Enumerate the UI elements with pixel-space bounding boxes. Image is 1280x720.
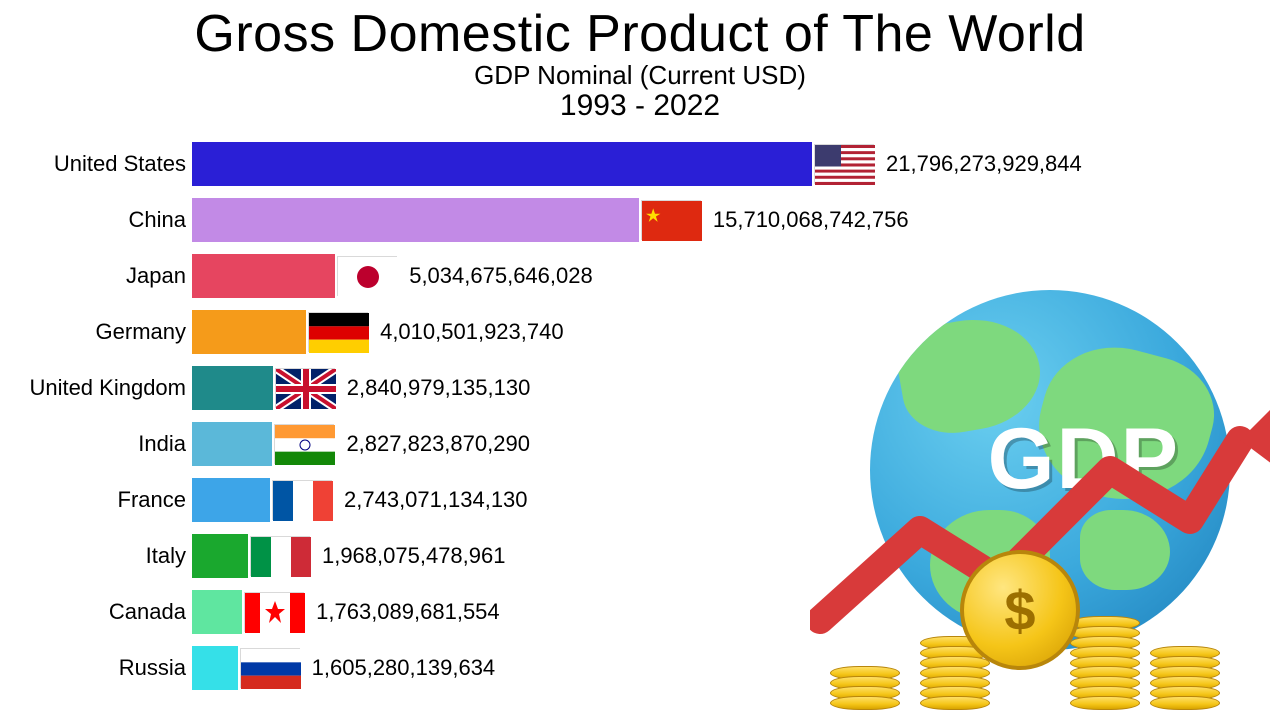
bar — [192, 198, 639, 242]
country-label: United States — [0, 151, 192, 177]
flag-icon — [275, 368, 335, 408]
value-label: 2,840,979,135,130 — [347, 375, 531, 401]
value-label: 1,763,089,681,554 — [316, 599, 500, 625]
value-label: 1,605,280,139,634 — [312, 655, 496, 681]
country-label: Russia — [0, 655, 192, 681]
bar — [192, 646, 238, 690]
flag-icon — [814, 144, 874, 184]
coin-stack — [830, 670, 900, 710]
flag-icon — [308, 312, 368, 352]
flag-icon — [337, 256, 397, 296]
bar — [192, 142, 812, 186]
flag-icon — [641, 200, 701, 240]
flag-icon — [272, 480, 332, 520]
bar — [192, 310, 306, 354]
header: Gross Domestic Product of The World GDP … — [0, 0, 1280, 123]
value-label: 21,796,273,929,844 — [886, 151, 1082, 177]
bar — [192, 422, 272, 466]
bar — [192, 366, 273, 410]
year-range: 1993 - 2022 — [0, 89, 1280, 123]
chart-row: China 15,710,068,742,756 — [0, 194, 1280, 246]
country-label: Canada — [0, 599, 192, 625]
value-label: 2,827,823,870,290 — [346, 431, 530, 457]
value-label: 15,710,068,742,756 — [713, 207, 909, 233]
coin-stacks-icon: $ — [770, 530, 1250, 710]
value-label: 4,010,501,923,740 — [380, 319, 564, 345]
dollar-symbol: $ — [1004, 578, 1035, 643]
bar — [192, 254, 335, 298]
coin-stack — [1150, 650, 1220, 710]
value-label: 5,034,675,646,028 — [409, 263, 593, 289]
chart-row: United States 21,796,273,929,844 — [0, 138, 1280, 190]
coin-stack — [1070, 620, 1140, 710]
gdp-globe-graphic: GDP $ — [770, 270, 1250, 710]
country-label: France — [0, 487, 192, 513]
country-label: United Kingdom — [0, 375, 192, 401]
page-subtitle: GDP Nominal (Current USD) — [0, 60, 1280, 91]
flag-icon — [250, 536, 310, 576]
bar-wrap: 21,796,273,929,844 — [192, 142, 1280, 186]
country-label: Italy — [0, 543, 192, 569]
bar — [192, 478, 270, 522]
flag-icon — [244, 592, 304, 632]
flag-icon — [240, 648, 300, 688]
country-label: China — [0, 207, 192, 233]
dollar-coin-icon: $ — [960, 550, 1080, 670]
flag-icon — [274, 424, 334, 464]
country-label: Japan — [0, 263, 192, 289]
page-title: Gross Domestic Product of The World — [0, 4, 1280, 64]
country-label: Germany — [0, 319, 192, 345]
bar — [192, 534, 248, 578]
value-label: 1,968,075,478,961 — [322, 543, 506, 569]
country-label: India — [0, 431, 192, 457]
bar — [192, 590, 242, 634]
bar-wrap: 15,710,068,742,756 — [192, 198, 1280, 242]
value-label: 2,743,071,134,130 — [344, 487, 528, 513]
